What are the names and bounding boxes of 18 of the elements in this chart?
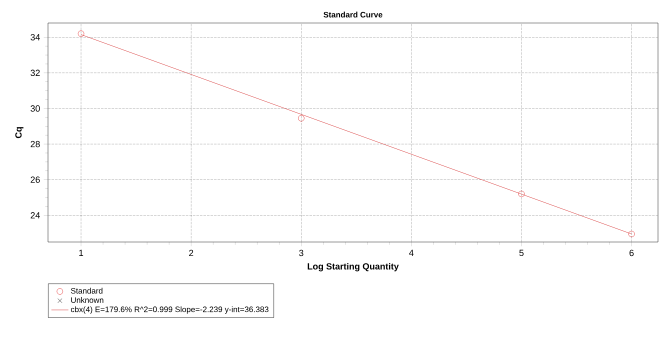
y-tick-label: 24 [30, 212, 40, 218]
point [78, 30, 84, 37]
y-tick-label: 32 [30, 70, 40, 76]
point [298, 115, 304, 122]
x-tick-label: 4 [409, 250, 414, 256]
x-tick-label: 1 [79, 250, 84, 256]
y-tick-label: 30 [30, 105, 40, 112]
point [518, 190, 525, 198]
point [628, 230, 635, 238]
x-tick-label: 2 [189, 250, 194, 256]
x-tick-label: 5 [519, 250, 524, 256]
x-tick-label: 6 [630, 250, 634, 256]
x-tick-label: 3 [299, 250, 304, 256]
y-axis-title: Cq [15, 127, 24, 138]
y-tick-label: 34 [30, 34, 40, 40]
y-tick-label: 26 [30, 176, 40, 183]
y-tick-label: 28 [30, 140, 40, 148]
x-axis-title: Log Starting Quantity [308, 262, 399, 272]
